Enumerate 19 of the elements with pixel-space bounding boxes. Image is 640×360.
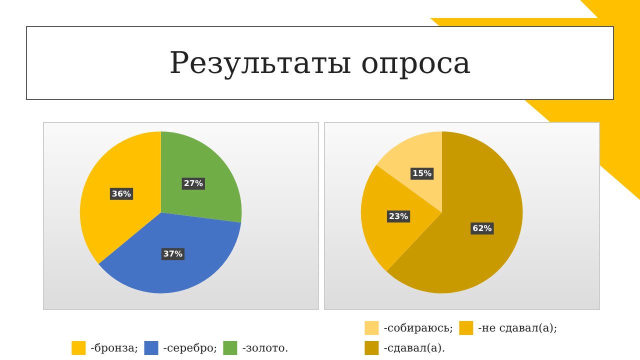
text: . [284,342,288,354]
legend-label: -сдавал(а) [384,342,442,354]
data-label: 36% [112,189,132,198]
legend-label: -бронза [90,342,135,354]
text: ; [554,322,558,334]
legend-label: -не сдавал(а) [478,322,554,334]
data-label: 15% [412,169,432,178]
text: . [442,342,446,354]
text: ; [449,322,454,334]
data-label: 62% [472,224,492,233]
legend-label: -серебро [163,342,214,354]
data-label: 23% [388,212,408,222]
data-label: 27% [184,179,203,188]
legend-label: -собираюсь [384,322,450,334]
text: ; [134,342,138,354]
legend-label: -золото [242,342,286,354]
data-label: 37% [163,250,183,259]
chart-title: Результаты опроса [26,26,614,100]
text: ; [213,342,218,354]
